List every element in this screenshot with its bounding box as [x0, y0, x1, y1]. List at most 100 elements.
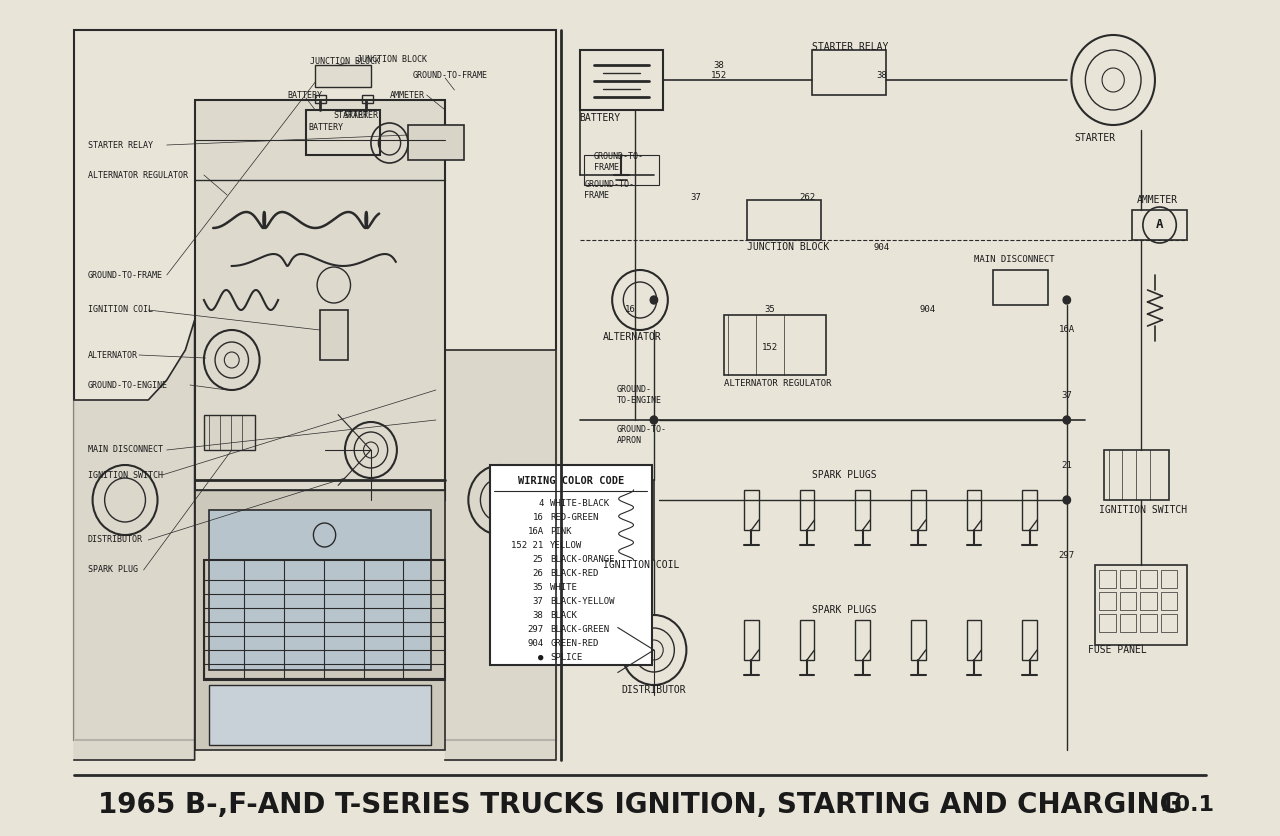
Bar [744, 490, 759, 530]
Bar [585, 155, 658, 185]
Text: STARTER: STARTER [343, 110, 378, 120]
Text: JUNCTION BLOCK: JUNCTION BLOCK [357, 55, 428, 64]
Bar [195, 490, 445, 750]
Bar [855, 620, 870, 660]
Text: JUNCTION BLOCK: JUNCTION BLOCK [310, 58, 380, 67]
Bar [800, 490, 814, 530]
Text: 152 21: 152 21 [511, 541, 544, 549]
Text: 262: 262 [799, 193, 815, 202]
Bar [812, 50, 886, 95]
Bar [315, 95, 326, 103]
Text: A: A [1156, 218, 1164, 232]
Text: BLACK-ORANGE: BLACK-ORANGE [550, 554, 614, 563]
Bar [800, 620, 814, 660]
Bar [1120, 614, 1137, 632]
Text: 16A: 16A [1059, 325, 1075, 334]
Text: 1965 B-,F-AND T-SERIES TRUCKS IGNITION, STARTING AND CHARGING: 1965 B-,F-AND T-SERIES TRUCKS IGNITION, … [97, 791, 1183, 819]
Text: YELLOW: YELLOW [550, 541, 582, 549]
Text: GROUND-TO-
APRON: GROUND-TO- APRON [617, 426, 667, 445]
Bar [204, 560, 445, 680]
Bar [1100, 614, 1116, 632]
Text: ALTERNATOR REGULATOR: ALTERNATOR REGULATOR [723, 379, 831, 388]
Bar [1140, 614, 1157, 632]
Bar [580, 50, 663, 110]
Circle shape [1064, 496, 1070, 504]
Text: GROUND-
TO-ENGINE: GROUND- TO-ENGINE [617, 385, 662, 405]
Bar [1100, 570, 1116, 588]
Text: STARTER RELAY: STARTER RELAY [812, 42, 888, 52]
Bar [966, 620, 982, 660]
Text: 25: 25 [532, 554, 544, 563]
Bar [1094, 565, 1188, 645]
Bar [1140, 592, 1157, 610]
Text: 26: 26 [532, 568, 544, 578]
Bar [1161, 570, 1178, 588]
Text: FUSE PANEL: FUSE PANEL [1088, 645, 1147, 655]
Bar [1103, 450, 1169, 500]
Bar [746, 200, 820, 240]
Bar [490, 465, 652, 665]
Text: GROUND-TO-FRAME: GROUND-TO-FRAME [412, 70, 488, 79]
Text: GROUND-TO-
FRAME: GROUND-TO- FRAME [585, 181, 635, 200]
Text: SPARK PLUGS: SPARK PLUGS [812, 605, 877, 615]
Text: 904: 904 [873, 243, 890, 252]
Circle shape [650, 296, 658, 304]
Bar [1120, 570, 1137, 588]
Bar [911, 620, 925, 660]
Text: DISTRIBUTOR: DISTRIBUTOR [622, 685, 686, 695]
Text: 904: 904 [527, 639, 544, 648]
Bar [74, 30, 557, 740]
Bar [911, 490, 925, 530]
Text: AMMETER: AMMETER [1137, 195, 1178, 205]
Text: SPLICE: SPLICE [550, 653, 582, 661]
Text: 152: 152 [762, 344, 778, 353]
Text: ●: ● [538, 653, 544, 661]
Circle shape [650, 416, 658, 424]
Text: 297: 297 [527, 624, 544, 634]
Bar [209, 685, 431, 745]
Text: BLACK-RED: BLACK-RED [550, 568, 598, 578]
Text: IGNITION SWITCH: IGNITION SWITCH [1100, 505, 1188, 515]
Bar [1023, 490, 1037, 530]
Text: IGNITION COIL: IGNITION COIL [88, 305, 152, 314]
Text: BLACK: BLACK [550, 610, 577, 619]
Circle shape [1064, 296, 1070, 304]
Bar [362, 95, 372, 103]
Polygon shape [445, 350, 557, 760]
Bar [1023, 620, 1037, 660]
Text: 35: 35 [532, 583, 544, 592]
Bar [1161, 592, 1178, 610]
Text: 35: 35 [764, 305, 776, 314]
Text: BATTERY: BATTERY [580, 113, 621, 123]
Text: BATTERY: BATTERY [308, 123, 344, 131]
Bar [966, 490, 982, 530]
Text: BLACK-YELLOW: BLACK-YELLOW [550, 597, 614, 605]
Bar [1161, 614, 1178, 632]
Text: 4: 4 [538, 498, 544, 507]
Bar [408, 125, 463, 160]
Text: RED-GREEN: RED-GREEN [550, 512, 598, 522]
Bar [1140, 570, 1157, 588]
Text: 38: 38 [532, 610, 544, 619]
Text: 21: 21 [1061, 461, 1073, 470]
Text: STARTER: STARTER [1074, 133, 1115, 143]
Text: 152: 152 [710, 70, 727, 79]
Text: BLACK-GREEN: BLACK-GREEN [550, 624, 609, 634]
Text: ALTERNATOR: ALTERNATOR [88, 350, 138, 359]
Circle shape [1064, 416, 1070, 424]
Text: 16A: 16A [527, 527, 544, 536]
Text: 37: 37 [532, 597, 544, 605]
Bar [855, 490, 870, 530]
Text: GROUND-TO-ENGINE: GROUND-TO-ENGINE [88, 380, 168, 390]
Text: STARTER: STARTER [334, 110, 369, 120]
Text: ALTERNATOR REGULATOR: ALTERNATOR REGULATOR [88, 171, 188, 180]
Bar [320, 310, 348, 360]
Text: DISTRIBUTOR: DISTRIBUTOR [88, 536, 143, 544]
Polygon shape [74, 320, 195, 760]
Bar [1120, 592, 1137, 610]
Bar [204, 415, 255, 450]
Bar [209, 510, 431, 670]
Bar [315, 65, 371, 87]
Text: 37: 37 [690, 193, 701, 202]
Bar [1132, 210, 1188, 240]
